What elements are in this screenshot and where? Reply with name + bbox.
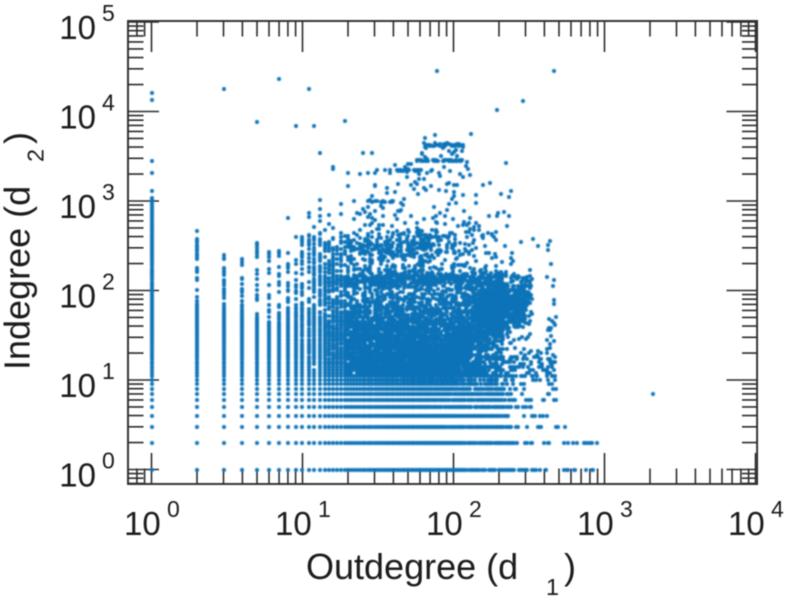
svg-text:10: 10 — [59, 188, 96, 225]
svg-text:3: 3 — [102, 179, 115, 205]
svg-text:Outdegree (d: Outdegree (d — [306, 546, 518, 587]
svg-text:4: 4 — [771, 496, 784, 522]
svg-text:): ) — [0, 132, 38, 144]
svg-text:10: 10 — [426, 505, 463, 542]
svg-text:1: 1 — [102, 358, 115, 384]
svg-text:10: 10 — [59, 278, 96, 315]
svg-text:1: 1 — [546, 574, 559, 600]
svg-text:0: 0 — [102, 448, 115, 474]
svg-text:10: 10 — [59, 9, 96, 46]
svg-text:): ) — [564, 546, 576, 587]
svg-text:3: 3 — [620, 496, 633, 522]
svg-text:4: 4 — [102, 90, 115, 116]
svg-text:1: 1 — [318, 496, 331, 522]
svg-text:Indegree (d: Indegree (d — [0, 186, 38, 370]
svg-text:10: 10 — [59, 99, 96, 136]
svg-text:10: 10 — [59, 367, 96, 404]
svg-text:10: 10 — [275, 505, 312, 542]
svg-text:2: 2 — [469, 496, 482, 522]
svg-text:10: 10 — [59, 457, 96, 494]
svg-text:5: 5 — [102, 0, 115, 26]
svg-text:10: 10 — [728, 505, 765, 542]
svg-text:2: 2 — [102, 269, 115, 295]
svg-text:2: 2 — [23, 149, 49, 162]
svg-text:0: 0 — [167, 496, 180, 522]
svg-text:10: 10 — [577, 505, 614, 542]
svg-text:10: 10 — [124, 505, 161, 542]
